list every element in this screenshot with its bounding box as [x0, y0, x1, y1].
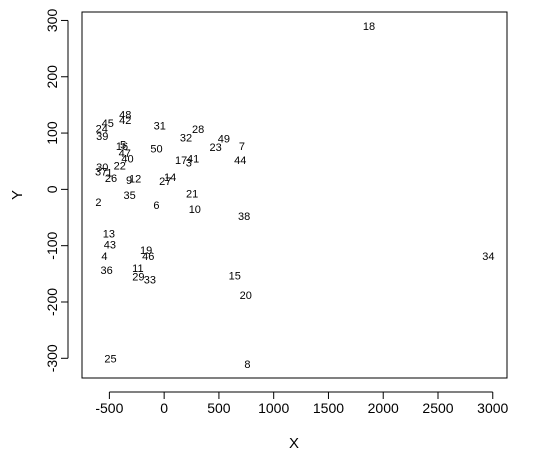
data-point-label: 41	[187, 153, 199, 165]
point-labels: 2467891011121314151617181920212223242526…	[95, 21, 494, 371]
y-axis: -300 -200 -100 0 100 200 300	[44, 9, 69, 372]
data-point-label: 17	[175, 155, 187, 167]
x-tick-label: 2000	[368, 400, 399, 416]
x-axis: -500 0 500 1000 1500 2000 2500 3000	[95, 391, 509, 416]
data-point-label: 2	[95, 197, 101, 209]
x-tick-label: 1000	[258, 400, 289, 416]
y-tick-label: 100	[44, 121, 60, 145]
data-point-label: 8	[244, 359, 250, 371]
data-point-label: 5	[120, 139, 126, 151]
x-tick-label: 1500	[313, 400, 344, 416]
data-point-label: 16	[116, 141, 128, 153]
data-point-label: 49	[218, 134, 230, 146]
data-point-label: 14	[164, 172, 176, 184]
y-tick-label: -100	[44, 231, 60, 259]
data-point-label: 34	[482, 251, 494, 263]
data-point-label: 27	[159, 176, 171, 188]
x-tick-label: 0	[160, 400, 168, 416]
data-point-label: 12	[129, 174, 141, 186]
data-point-label: 22	[114, 161, 126, 173]
data-point-label: 30	[96, 162, 108, 174]
data-point-label: 48	[119, 109, 131, 121]
plot-frame	[81, 11, 508, 379]
data-point-label: 23	[210, 142, 222, 154]
data-point-label: 42	[119, 115, 131, 127]
data-point-label: 33	[144, 274, 156, 286]
data-point-label: 10	[189, 204, 201, 216]
y-tick-label: 200	[44, 65, 60, 89]
data-point-label: 15	[229, 271, 241, 283]
data-point-label: 40	[121, 153, 133, 165]
x-tick-label: 2500	[422, 400, 453, 416]
data-point-label: 35	[124, 190, 136, 202]
y-axis-title: Y	[9, 190, 26, 200]
data-point-label: 9	[126, 175, 132, 187]
data-point-label: 24	[96, 124, 108, 136]
y-tick-label: -300	[44, 344, 60, 372]
data-point-label: 43	[104, 240, 116, 252]
data-point-label: 4	[101, 251, 107, 263]
y-tick-label: -200	[44, 288, 60, 316]
data-point-label: 11	[132, 263, 143, 275]
data-point-label: 39	[96, 131, 108, 143]
x-axis-title: X	[289, 435, 299, 452]
data-point-label: 50	[150, 143, 162, 155]
data-point-label: 19	[140, 245, 152, 257]
data-point-label: 28	[192, 124, 204, 136]
data-point-label: 6	[153, 200, 159, 212]
data-point-label: 25	[104, 353, 116, 365]
data-point-label: 18	[363, 21, 375, 33]
x-tick-label: -500	[95, 400, 123, 416]
data-point-label: 21	[186, 188, 198, 200]
data-point-label: 37	[95, 166, 107, 178]
data-point-label: 45	[102, 118, 114, 130]
data-point-label: 31	[154, 121, 166, 133]
data-point-label: 1	[106, 167, 112, 179]
data-point-label: 26	[105, 173, 117, 185]
data-point-label: 20	[240, 290, 252, 302]
data-point-label: 44	[234, 155, 246, 167]
data-point-label: 38	[238, 211, 250, 223]
data-point-label: 46	[142, 251, 154, 263]
data-point-label: 47	[119, 148, 131, 160]
x-tick-label: 3000	[477, 400, 508, 416]
data-point-label: 36	[101, 265, 113, 277]
data-point-label: 13	[103, 228, 115, 240]
x-tick-label: 500	[207, 400, 231, 416]
data-point-label: 7	[239, 141, 245, 153]
data-point-label: 3	[186, 157, 192, 169]
data-point-label: 32	[180, 133, 192, 145]
data-point-label: 29	[132, 272, 144, 284]
y-tick-label: 0	[44, 185, 60, 193]
y-tick-label: 300	[44, 9, 60, 33]
